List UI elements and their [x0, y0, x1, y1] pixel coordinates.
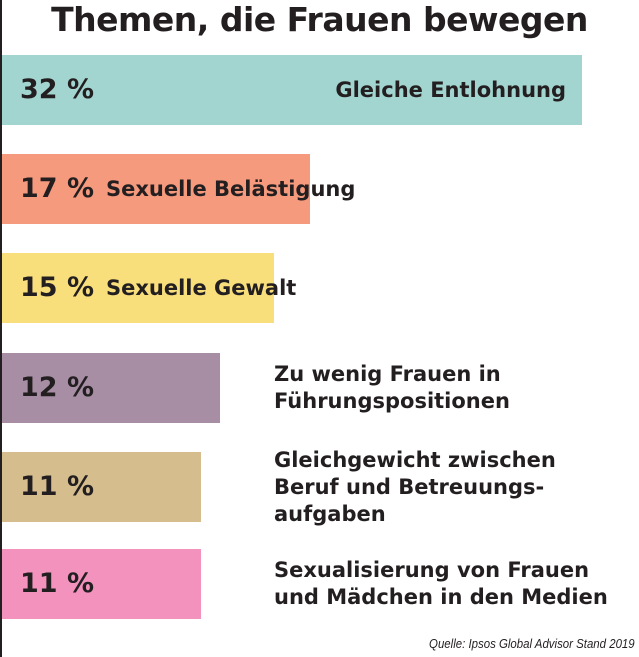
value-label-4: 12 %	[20, 372, 95, 403]
source-note: Quelle: Ipsos Global Advisor Stand 2019	[429, 636, 635, 651]
category-label-2: Sexuelle Belästigung	[106, 176, 355, 203]
category-label-line: Gleichgewicht zwischen	[274, 447, 556, 472]
category-label-3: Sexuelle Gewalt	[106, 275, 296, 302]
category-label-4: Zu wenig Frauen in Führungspositionen	[274, 361, 510, 415]
value-label-2: 17 %	[20, 173, 95, 204]
category-label-line: und Mädchen in den Medien	[274, 585, 608, 609]
value-label-6: 11 %	[20, 568, 95, 599]
category-label-line: aufgaben	[274, 501, 386, 526]
category-label-line: Sexuelle Gewalt	[106, 275, 297, 300]
bar-2	[2, 154, 310, 224]
category-label-1: Gleiche Entlohnung	[335, 77, 566, 104]
bar-5	[2, 452, 201, 522]
category-label-line: Führungspositionen	[274, 389, 510, 413]
value-label-3: 15 %	[20, 272, 95, 303]
category-label-line: Sexualisierung von Frauen	[274, 558, 590, 582]
bar-6	[2, 549, 201, 619]
left-axis-line	[0, 0, 2, 657]
category-label-line: Gleiche Entlohnung	[335, 77, 566, 102]
value-label-5: 11 %	[20, 471, 95, 502]
bar-4	[2, 353, 220, 423]
category-label-line: Zu wenig Frauen in	[274, 362, 501, 386]
chart-title: Themen, die Frauen bewegen	[51, 0, 588, 39]
bar-3	[2, 253, 274, 323]
category-label-6: Sexualisierung von Frauen und Mädchen in …	[274, 557, 608, 611]
category-label-5: Gleichgewicht zwischen Beruf und Betreuun…	[274, 447, 556, 528]
value-label-1: 32 %	[20, 74, 95, 105]
category-label-line: Beruf und Betreuungs-	[274, 474, 545, 499]
category-label-line: Sexuelle Belästigung	[106, 176, 356, 201]
bar-1	[2, 55, 582, 125]
